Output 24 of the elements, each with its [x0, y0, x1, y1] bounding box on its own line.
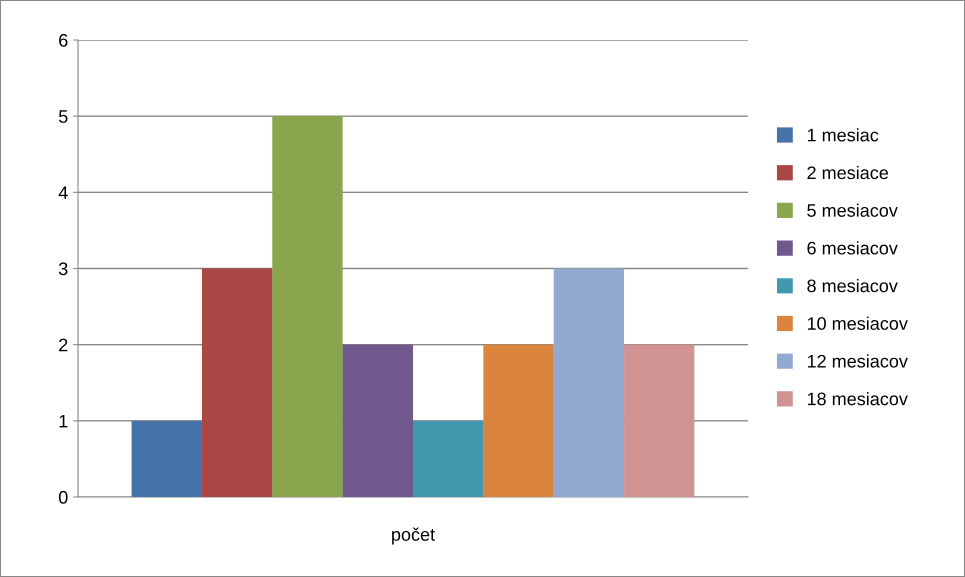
- bar: [272, 116, 343, 497]
- legend-label: 18 mesiacov: [808, 392, 908, 406]
- legend-label: 2 mesiace: [807, 166, 888, 180]
- y-tick-label: 5: [58, 110, 68, 123]
- bar: [132, 420, 202, 497]
- bar: [624, 344, 694, 497]
- legend-label: 1 mesiac: [808, 128, 878, 142]
- bar: [342, 344, 413, 497]
- legend-label: 12 mesiacov: [808, 354, 908, 368]
- legend-label: 8 mesiacov: [807, 278, 898, 292]
- y-tick-label: 6: [59, 34, 68, 47]
- bar: [483, 344, 554, 497]
- bar: [413, 420, 484, 497]
- x-tick-label: počet: [392, 528, 435, 544]
- y-tick-label: 0: [58, 490, 68, 504]
- legend-label: 5 mesiacov: [807, 204, 898, 217]
- y-tick-label: 2: [59, 338, 68, 352]
- y-tick-label: 1: [60, 414, 68, 428]
- bar: [554, 268, 624, 497]
- legend-label: 10 mesiacov: [808, 316, 908, 330]
- legend-label: 6 mesiacov: [807, 241, 898, 255]
- y-tick-label: 3: [58, 262, 68, 276]
- bar: [202, 268, 272, 497]
- y-tick-label: 4: [58, 186, 68, 199]
